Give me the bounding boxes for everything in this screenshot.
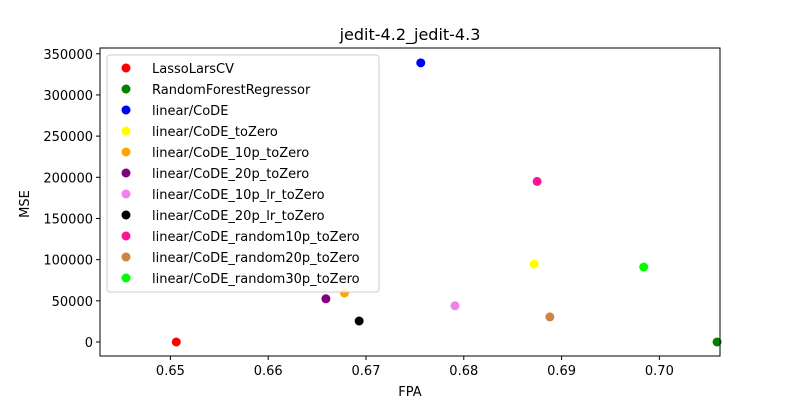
x-tick-label: 0.65 — [156, 364, 185, 379]
x-tick-label: 0.68 — [449, 364, 478, 379]
legend-marker — [121, 126, 131, 136]
scatter-point — [171, 337, 181, 347]
legend-marker — [121, 210, 131, 220]
chart-title: jedit-4.2_jedit-4.3 — [339, 25, 481, 45]
scatter-point — [532, 176, 542, 186]
x-tick-label: 0.69 — [547, 364, 576, 379]
y-tick-label: 300000 — [43, 89, 93, 104]
legend-marker — [121, 189, 131, 199]
y-tick-label: 150000 — [43, 212, 93, 227]
scatter-point — [529, 259, 539, 269]
legend-label: LassoLarsCV — [152, 62, 234, 77]
legend-marker — [121, 147, 131, 157]
x-axis-label: FPA — [398, 385, 421, 400]
axis-ticks: 0.65 0.66 0.67 0.68 0.69 0.70 0 50000 100000 1500… — [43, 48, 673, 379]
legend-label: linear/CoDE_20p_toZero — [152, 167, 309, 182]
y-axis-label: MSE — [18, 190, 33, 218]
x-tick-label: 0.66 — [254, 364, 283, 379]
x-tick-label: 0.67 — [352, 364, 381, 379]
y-tick-label: 350000 — [43, 48, 93, 63]
legend-label: linear/CoDE_random30p_toZero — [152, 272, 360, 287]
y-tick-label: 0 — [85, 336, 93, 351]
legend-label: linear/CoDE_random20p_toZero — [152, 251, 360, 266]
legend-label: linear/CoDE_10p_toZero — [152, 146, 309, 161]
legend-label: linear/CoDE_toZero — [152, 125, 278, 140]
legend: LassoLarsCV RandomForestRegressor linear/C… — [106, 54, 380, 293]
scatter-point — [450, 301, 460, 311]
y-tick-label: 50000 — [52, 295, 93, 310]
legend-label: linear/CoDE_random10p_toZero — [152, 230, 360, 245]
scatter-point — [545, 312, 555, 322]
legend-marker — [121, 105, 131, 115]
scatter-point — [416, 58, 426, 68]
scatter-point — [321, 294, 331, 304]
scatter-point — [712, 337, 722, 347]
y-tick-label: 250000 — [43, 130, 93, 145]
legend-label: linear/CoDE_10p_lr_toZero — [152, 188, 325, 203]
plot-frame — [99, 47, 721, 357]
x-tick-label: 0.70 — [645, 364, 674, 379]
y-tick-label: 200000 — [43, 171, 93, 186]
y-tick-label: 100000 — [43, 254, 93, 269]
scatter-point — [639, 262, 649, 272]
legend-box — [106, 54, 380, 293]
legend-label: linear/CoDE — [152, 104, 228, 119]
legend-marker — [121, 84, 131, 94]
legend-marker — [121, 231, 131, 241]
data-points — [171, 58, 722, 347]
legend-label: linear/CoDE_20p_lr_toZero — [152, 209, 325, 224]
legend-marker — [121, 168, 131, 178]
scatter-point — [354, 316, 364, 326]
legend-marker — [121, 63, 131, 73]
legend-marker — [121, 273, 131, 283]
legend-label: RandomForestRegressor — [152, 83, 311, 98]
legend-marker — [121, 252, 131, 262]
